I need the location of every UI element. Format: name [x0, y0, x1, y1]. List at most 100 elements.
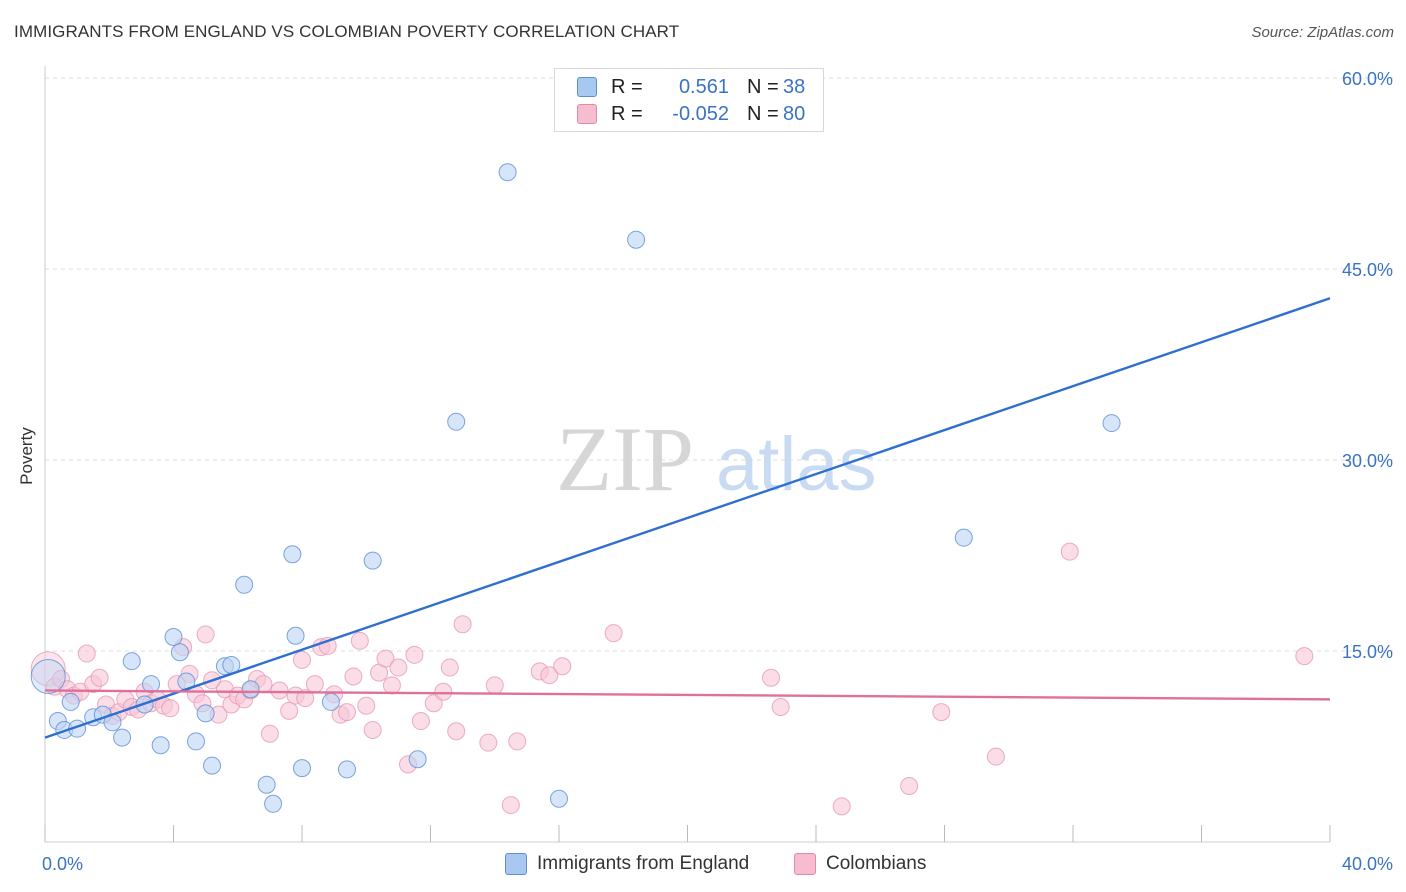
bottom-legend-swatch-colombians	[794, 853, 816, 875]
colombians-point	[900, 776, 919, 795]
colombians-point	[479, 733, 498, 752]
colombians-point	[90, 668, 109, 687]
colombians-point	[260, 724, 279, 743]
colombians-point	[424, 694, 443, 713]
england-point	[293, 759, 311, 778]
colombians-point	[337, 703, 356, 722]
colombians-point	[440, 658, 459, 677]
england-point	[151, 736, 170, 755]
source-credit: Source: ZipAtlas.com	[1251, 24, 1394, 41]
england-point	[363, 551, 382, 570]
england-point	[321, 692, 340, 711]
bottom-legend-swatch-england	[505, 853, 527, 875]
legend-row-england: R = 0.561 N = 38	[577, 75, 823, 99]
england-point	[61, 692, 80, 711]
colombians-point	[932, 703, 951, 722]
colombians-point	[196, 625, 215, 644]
correlation-legend: R = 0.561 N = 38 R = -0.052 N = 80	[554, 68, 824, 132]
bottom-legend-england: Immigrants from England	[505, 852, 749, 876]
colombians-point	[540, 666, 559, 685]
england-point	[113, 728, 132, 747]
colombians-points	[30, 542, 1314, 816]
legend-n-label: N =	[747, 102, 779, 125]
colombians-point	[1295, 647, 1314, 666]
legend-swatch-england	[577, 77, 597, 97]
england-point	[550, 789, 568, 808]
legend-n-value: 80	[783, 102, 806, 125]
england-point	[186, 732, 205, 751]
colombians-point	[485, 676, 504, 695]
england-point	[408, 750, 427, 769]
england-point	[337, 760, 356, 779]
colombians-point	[447, 722, 466, 741]
colombians-point	[453, 615, 472, 634]
colombians-point	[296, 689, 315, 708]
legend-row-colombians: R = -0.052 N = 80	[577, 102, 823, 126]
england-trend-line	[44, 297, 1331, 739]
colombians-point	[161, 699, 180, 718]
chart-title: IMMIGRANTS FROM ENGLAND VS COLOMBIAN POV…	[14, 22, 680, 41]
colombians-point	[604, 624, 623, 643]
colombians-point	[986, 747, 1005, 766]
colombians-point	[405, 645, 424, 664]
england-point	[447, 412, 466, 431]
colombians-point	[411, 712, 430, 731]
y-axis-label: Poverty	[17, 427, 36, 485]
colombians-point	[434, 682, 453, 701]
england-point	[30, 658, 66, 694]
y-tick-label: 60.0%	[1342, 69, 1393, 89]
legend-r-label: R =	[611, 102, 643, 125]
legend-r-value: 0.561	[678, 75, 729, 98]
grid-lines	[45, 77, 1394, 652]
colombians-point	[293, 650, 311, 669]
england-point	[286, 626, 305, 645]
watermark-zip: ZIP	[556, 408, 694, 510]
y-tick-label: 30.0%	[1342, 451, 1393, 471]
england-point	[235, 575, 254, 594]
tick-labels: 15.0% 30.0% 45.0% 60.0% 0.0% 40.0%	[42, 69, 1393, 874]
england-point	[164, 627, 183, 646]
colombians-point	[382, 676, 401, 695]
england-point	[264, 794, 283, 813]
trend-lines	[44, 297, 1331, 739]
colombians-point	[762, 668, 781, 687]
colombians-point	[501, 796, 520, 815]
england-point	[257, 775, 276, 794]
colombians-point	[553, 657, 572, 676]
bottom-legend-label-england: Immigrants from England	[537, 853, 750, 874]
colombians-point	[363, 720, 382, 739]
colombians-trend-line	[44, 689, 1331, 701]
england-point	[142, 675, 161, 694]
colombians-point	[77, 644, 96, 663]
england-point	[203, 756, 222, 775]
watermark-atlas: atlas	[716, 422, 877, 507]
bottom-legend-label-colombians: Colombians	[826, 853, 927, 874]
england-point	[954, 528, 973, 547]
x-tick-label: 40.0%	[1342, 854, 1393, 874]
colombians-point	[305, 675, 324, 694]
england-point	[1102, 414, 1121, 433]
legend-r-label: R =	[611, 75, 643, 98]
axes	[44, 66, 1331, 843]
bottom-legend-colombians: Colombians	[794, 852, 926, 876]
legend-n-value: 38	[783, 75, 806, 98]
england-point	[241, 680, 260, 699]
legend-n-label: N =	[747, 75, 779, 98]
england-point	[283, 545, 302, 564]
y-tick-label: 45.0%	[1342, 260, 1393, 280]
colombians-point	[270, 681, 289, 700]
colombians-point	[1060, 542, 1079, 561]
colombians-point	[376, 649, 395, 668]
colombians-point	[771, 698, 790, 717]
legend-swatch-colombians	[577, 104, 597, 124]
colombians-point	[357, 696, 376, 715]
y-tick-label: 15.0%	[1342, 642, 1393, 662]
colombians-point	[344, 667, 363, 686]
colombians-point	[280, 701, 299, 720]
england-point	[627, 230, 646, 249]
colombians-point	[389, 658, 408, 677]
england-point	[196, 704, 215, 723]
england-points	[30, 163, 1121, 813]
colombians-point	[508, 732, 527, 751]
